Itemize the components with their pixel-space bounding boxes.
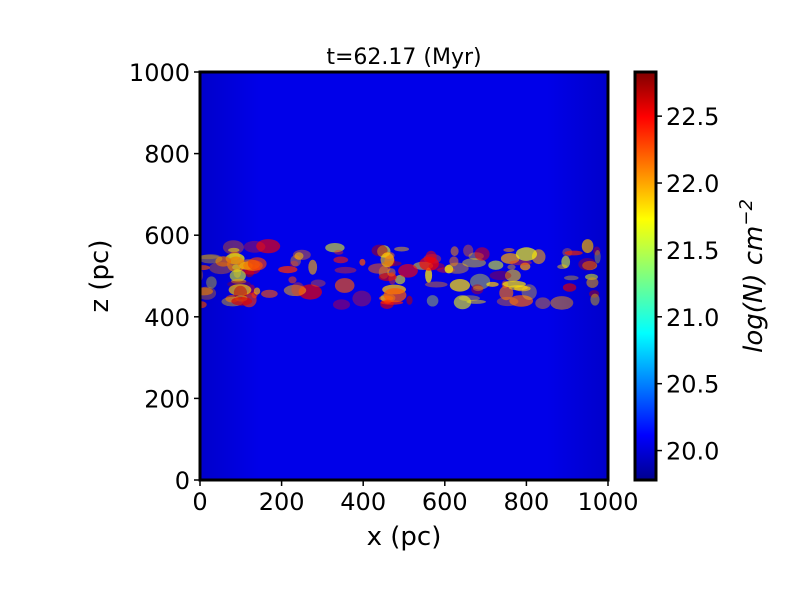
heatmap-edge-shade	[200, 72, 608, 480]
y-tick-label: 600	[144, 222, 190, 250]
x-tick-label: 400	[340, 488, 386, 516]
y-tick-label: 400	[144, 304, 190, 332]
colorbar-tick-label: 21.0	[666, 304, 719, 332]
colorbar-frame	[633, 70, 658, 482]
colorbar-label-exponent: −2	[736, 199, 757, 226]
x-axis-label: x (pc)	[367, 522, 442, 552]
y-axis-label: z (pc)	[85, 240, 115, 313]
colorbar: 20.0 20.5 21.0 21.5 22.0 22.5 log(N) cm−2	[633, 70, 769, 482]
plot-frame	[198, 70, 610, 482]
y-tick-label: 200	[144, 385, 190, 413]
x-tick-label: 600	[422, 488, 468, 516]
colorbar-tick-label: 21.5	[666, 237, 719, 265]
x-tick-label: 0	[192, 488, 207, 516]
x-axis: 0 200 400 600 800 1000	[192, 480, 639, 516]
colorbar-tick-label: 22.5	[666, 103, 719, 131]
y-tick-label: 800	[144, 141, 190, 169]
x-tick-label: 800	[503, 488, 549, 516]
colorbar-label-main: log(N) cm	[739, 226, 769, 353]
y-tick-label: 1000	[129, 59, 190, 87]
colorbar-label: log(N) cm−2	[736, 199, 769, 353]
colorbar-tick-label: 20.5	[666, 371, 719, 399]
x-tick-label: 200	[259, 488, 305, 516]
colorbar-tick-label: 20.0	[666, 438, 719, 466]
y-axis: 0 200 400 600 800 1000	[129, 59, 200, 495]
y-tick-label: 0	[175, 467, 190, 495]
colorbar-tick-label: 22.0	[666, 170, 719, 198]
colorbar-ticks: 20.0 20.5 21.0 21.5 22.0 22.5	[656, 103, 719, 466]
heatmap-area	[200, 72, 608, 480]
colorbar-gradient	[635, 72, 656, 480]
chart-title: t=62.17 (Myr)	[326, 45, 481, 70]
x-tick-label: 1000	[577, 488, 638, 516]
